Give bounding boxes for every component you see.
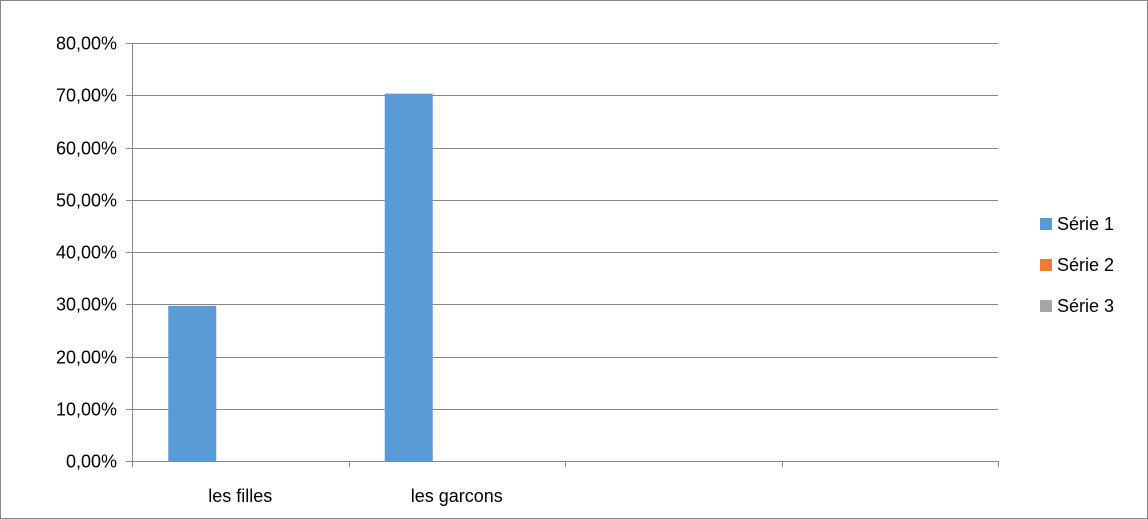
axes (126, 43, 999, 467)
legend: Série 1 Série 2 Série 3 (1040, 214, 1114, 316)
y-tick-label: 60,00% (56, 139, 117, 159)
bar (168, 305, 217, 461)
legend-label: Série 1 (1057, 214, 1114, 234)
x-tick-label: les garcons (411, 486, 503, 506)
y-tick-label: 10,00% (56, 400, 117, 420)
y-tick-label: 80,00% (56, 34, 117, 54)
x-tick-labels: les filles les garcons (208, 486, 503, 506)
y-tick-label: 0,00% (66, 452, 117, 472)
bars (168, 93, 433, 462)
legend-swatch (1040, 218, 1052, 230)
y-tick-label: 20,00% (56, 348, 117, 368)
y-tick-label: 40,00% (56, 243, 117, 263)
legend-label: Série 3 (1057, 296, 1114, 316)
legend-swatch (1040, 300, 1052, 312)
legend-label: Série 2 (1057, 255, 1114, 275)
y-tick-label: 70,00% (56, 86, 117, 106)
y-tick-labels: 0,00% 10,00% 20,00% 30,00% 40,00% 50,00% 60,00… (56, 34, 117, 472)
gridlines (132, 43, 998, 410)
y-tick-label: 50,00% (56, 191, 117, 211)
x-tick-label: les filles (208, 486, 272, 506)
legend-swatch (1040, 259, 1052, 271)
bar (384, 93, 433, 462)
y-tick-label: 30,00% (56, 295, 117, 315)
